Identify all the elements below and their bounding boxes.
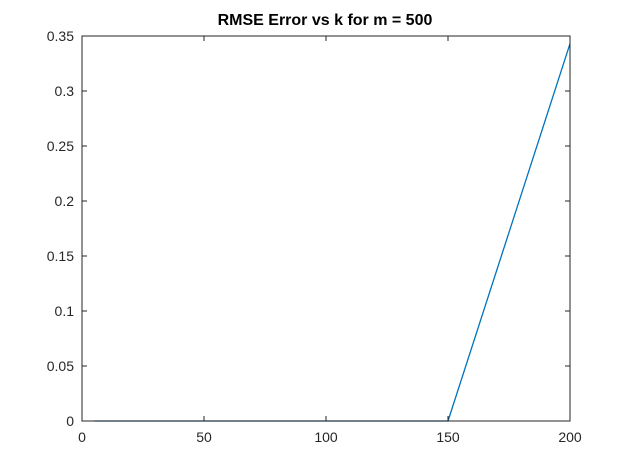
x-tick-label: 100 [314, 429, 338, 445]
x-tick-label: 50 [196, 429, 212, 445]
y-tick-label: 0.3 [55, 83, 75, 99]
y-tick-label: 0.1 [55, 303, 75, 319]
y-tick-label: 0 [66, 413, 74, 429]
x-tick-label: 150 [436, 429, 460, 445]
x-tick-label: 0 [78, 429, 86, 445]
plot-area [82, 36, 570, 421]
x-tick-label: 200 [558, 429, 582, 445]
y-tick-label: 0.2 [55, 193, 75, 209]
y-tick-label: 0.05 [47, 358, 74, 374]
y-tick-label: 0.15 [47, 248, 74, 264]
y-tick-label: 0.25 [47, 138, 74, 154]
chart-title: RMSE Error vs k for m = 500 [218, 12, 433, 29]
y-tick-label: 0.35 [47, 28, 74, 44]
axes-layer: 0 50 100 150 200 0 0.05 0.1 0.15 0.2 0.25 0.3 0.35 [47, 28, 582, 445]
